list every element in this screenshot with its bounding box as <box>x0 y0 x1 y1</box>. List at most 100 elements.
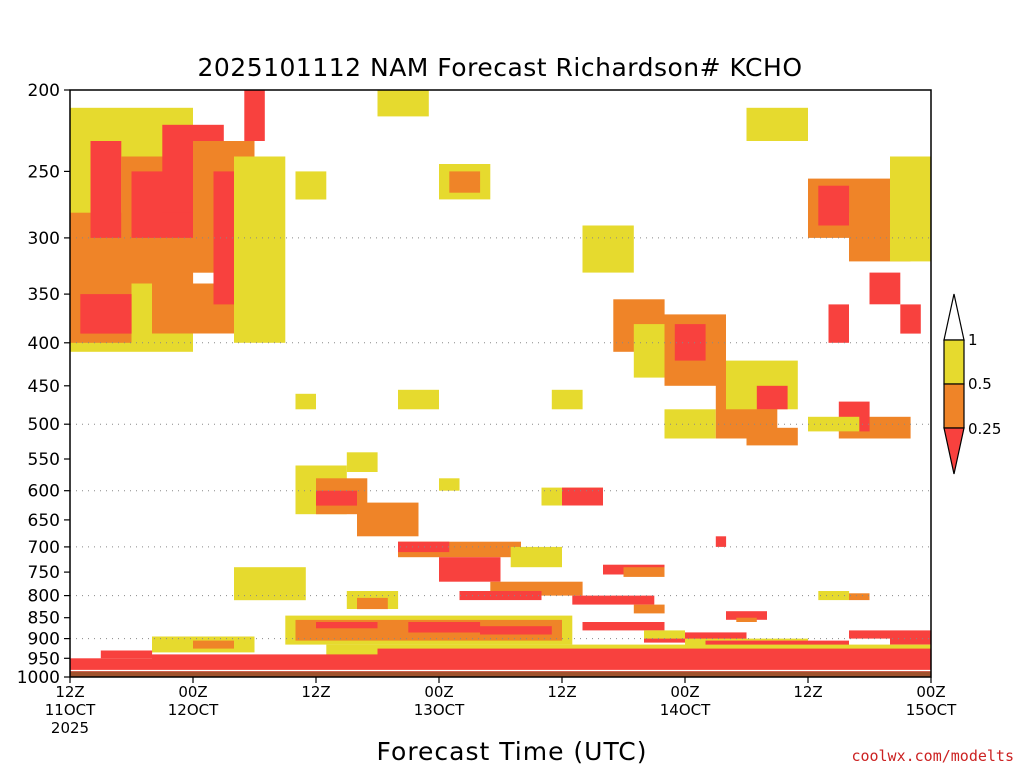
ri-cell-high <box>234 156 286 343</box>
ri-cell-low <box>715 536 727 547</box>
ri-cell-low <box>152 654 931 664</box>
legend: 1 0.5 0.25 <box>943 293 1001 475</box>
pressure-axis: 200 250 300 350 400 450 500 550 600 650 700 750 8008… <box>17 81 70 688</box>
ri-cell-high <box>890 156 931 262</box>
y-tick-label: 950 <box>28 649 60 669</box>
ri-cell-mid <box>746 427 798 446</box>
ri-cell-high <box>582 225 634 273</box>
ground-layer <box>70 671 931 677</box>
ri-cell-low <box>869 272 901 305</box>
ri-cell-high <box>439 478 460 491</box>
legend-label-0.5: 0.5 <box>968 375 992 393</box>
ri-cell-low <box>377 648 931 657</box>
credit-url: coolwx.com/modelts <box>851 747 1014 765</box>
ri-cell-low <box>459 591 542 601</box>
ri-cell-mid <box>633 604 665 614</box>
ri-cell-high <box>808 416 860 432</box>
ri-cell-high <box>234 567 306 601</box>
ri-cell-mid <box>736 617 757 622</box>
ri-cell-mid <box>357 502 419 537</box>
legend-swatch-below-0.25 <box>943 427 965 475</box>
legend-label-0.25: 0.25 <box>968 420 1001 438</box>
ri-cell-low <box>562 487 603 506</box>
legend-label-1: 1 <box>968 331 978 349</box>
ri-cell-low <box>316 622 378 629</box>
ri-cell-mid <box>623 567 665 577</box>
ri-cell-high <box>818 591 850 601</box>
x-tick-time-label: 00Z <box>424 683 453 701</box>
ri-cell-high <box>551 389 583 410</box>
x-tick-date-label: 15OCT <box>906 701 957 719</box>
ri-cell-high <box>346 452 378 472</box>
ri-cell-low <box>890 636 931 645</box>
ri-cell-low <box>100 650 153 659</box>
ri-cell-low <box>80 294 132 334</box>
x-tick-time-label: 12Z <box>55 683 84 701</box>
y-tick-label: 800 <box>28 587 60 607</box>
ri-cell-high <box>295 171 327 200</box>
ri-cell-mid <box>449 171 481 193</box>
x-tick-date-label: 14OCT <box>660 701 711 719</box>
ri-cell-high <box>746 107 808 141</box>
y-tick-label: 1000 <box>17 668 60 688</box>
x-tick-time-label: 00Z <box>670 683 699 701</box>
ri-cell-low <box>398 541 450 553</box>
x-tick-date-label: 13OCT <box>414 701 465 719</box>
ri-cell-low <box>828 304 849 343</box>
ri-cell-low <box>644 632 747 643</box>
ri-cell-low <box>900 304 921 334</box>
ri-cell-high <box>644 630 685 639</box>
ri-cell-low <box>408 622 481 633</box>
x-tick-date-label: 11OCT <box>45 701 96 719</box>
y-tick-label: 200 <box>28 81 60 101</box>
ri-cell-high <box>510 546 562 568</box>
x-tick-time-label: 12Z <box>793 683 822 701</box>
ri-cell-low <box>572 595 655 605</box>
ri-cell-low <box>756 385 788 410</box>
ri-cell-mid <box>193 640 234 649</box>
ri-cell-low <box>726 611 767 620</box>
x-tick-time-label: 12Z <box>547 683 576 701</box>
y-tick-label: 350 <box>28 285 60 305</box>
ri-cell-high <box>398 389 439 410</box>
ri-cell-high <box>664 409 716 439</box>
y-tick-label: 250 <box>28 162 60 182</box>
x-tick-year-label: 2025 <box>51 719 89 737</box>
ri-cell-low <box>439 557 501 582</box>
x-tick-time-label: 00Z <box>916 683 945 701</box>
y-tick-label: 500 <box>28 415 60 435</box>
ri-cell-high <box>377 90 429 117</box>
y-tick-label: 700 <box>28 538 60 558</box>
legend-swatch-above-1 <box>943 293 965 341</box>
y-tick-label: 600 <box>28 482 60 502</box>
x-tick-time-label: 00Z <box>178 683 207 701</box>
plot-frame <box>69 89 932 678</box>
y-tick-label: 850 <box>28 609 60 629</box>
ri-cell-low <box>90 141 122 238</box>
legend-swatch-0.25-to-0.5 <box>943 383 965 429</box>
ri-cell-low <box>480 626 552 635</box>
y-tick-label: 450 <box>28 377 60 397</box>
ri-cell-low <box>849 630 931 639</box>
y-tick-label: 300 <box>28 229 60 249</box>
richardson-cells <box>70 90 932 677</box>
x-tick-time-label: 12Z <box>301 683 330 701</box>
ri-cell-high <box>295 393 316 410</box>
y-tick-label: 650 <box>28 511 60 531</box>
y-tick-label: 900 <box>28 630 60 650</box>
ri-cell-low <box>582 622 665 631</box>
ri-cell-mid <box>357 597 388 610</box>
x-axis-label: Forecast Time (UTC) <box>377 737 648 766</box>
legend-swatch-0.5-to-1 <box>943 339 965 385</box>
y-tick-label: 550 <box>28 450 60 470</box>
ri-cell-low <box>316 490 357 506</box>
y-tick-label: 750 <box>28 563 60 583</box>
ri-cell-low <box>244 90 265 141</box>
ri-cell-mid <box>849 593 870 601</box>
chart-title: 2025101112 NAM Forecast Richardson# KCHO <box>197 53 802 82</box>
y-tick-label: 400 <box>28 334 60 354</box>
x-tick-date-label: 12OCT <box>168 701 219 719</box>
ri-cell-low <box>818 185 850 226</box>
